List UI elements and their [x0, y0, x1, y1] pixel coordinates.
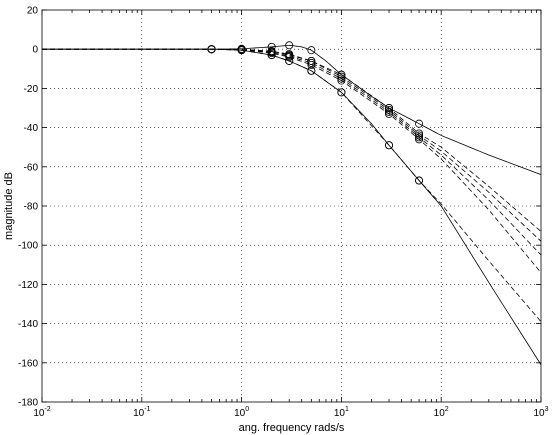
data-point-marker	[267, 47, 276, 56]
data-point-marker	[285, 50, 294, 59]
x-tick-label: 101	[334, 406, 349, 419]
data-point-marker	[337, 74, 346, 83]
y-tick-label: -120	[18, 280, 38, 291]
data-point-marker	[337, 88, 346, 97]
y-tick-labels: 20 0 -20 -40 -60 -80 -100 -120 -140 -160 -180	[18, 6, 38, 409]
x-tick-label: 100	[234, 406, 249, 419]
data-point-marker	[307, 60, 316, 69]
data-point-marker	[337, 70, 346, 79]
y-tick-label: -20	[24, 84, 39, 95]
data-point-marker	[415, 135, 424, 144]
series-line-6	[42, 48, 542, 242]
y-axis-label: magnitude dB	[3, 172, 15, 240]
x-tick-label: 10-1	[133, 406, 150, 419]
y-tick-label: -140	[18, 319, 38, 330]
series-line-7	[42, 48, 542, 232]
y-tick-label: -180	[18, 398, 38, 409]
data-point-marker	[307, 56, 316, 65]
data-point-marker	[307, 46, 316, 55]
data-point-marker	[207, 45, 216, 54]
x-tick-label: 102	[434, 406, 449, 419]
y-tick-label: -60	[24, 162, 39, 173]
data-point-marker	[337, 76, 346, 85]
y-tick-label: 0	[32, 45, 38, 56]
data-point-marker	[385, 104, 394, 113]
x-tick-label: 103	[533, 406, 548, 419]
series-line-2	[42, 48, 542, 365]
y-tick-label: -40	[24, 123, 39, 134]
data-point-marker	[237, 45, 246, 54]
series-line-1	[42, 44, 542, 176]
data-point-marker	[415, 133, 424, 142]
data-point-marker	[337, 72, 346, 81]
x-tick-labels: 10-2 10-1 100 101 102 103	[33, 406, 548, 419]
data-point-marker	[385, 109, 394, 118]
y-tick-label: -80	[24, 202, 39, 213]
data-point-marker	[415, 176, 424, 185]
y-tick-label: -100	[18, 241, 38, 252]
y-tick-label: 20	[27, 6, 39, 17]
data-point-marker	[385, 105, 394, 114]
y-tick-label: -160	[18, 358, 38, 369]
data-point-marker	[415, 131, 424, 140]
data-point-marker	[415, 119, 424, 128]
data-point-marker	[385, 107, 394, 116]
axis-ticks	[41, 9, 542, 403]
data-point-marker	[285, 41, 294, 50]
series-curves	[42, 44, 542, 365]
data-point-marker	[267, 51, 276, 60]
series-markers	[207, 41, 424, 185]
data-point-marker	[307, 58, 316, 67]
data-point-marker	[307, 66, 316, 75]
series-line-5	[42, 48, 542, 256]
data-point-marker	[415, 129, 424, 138]
x-axis-label: ang. frequency rads/s	[239, 422, 345, 434]
grid-lines	[42, 10, 541, 402]
series-line-4	[42, 48, 542, 273]
data-point-marker	[267, 42, 276, 51]
x-tick-label: 10-2	[33, 406, 50, 419]
data-point-marker	[385, 141, 394, 150]
